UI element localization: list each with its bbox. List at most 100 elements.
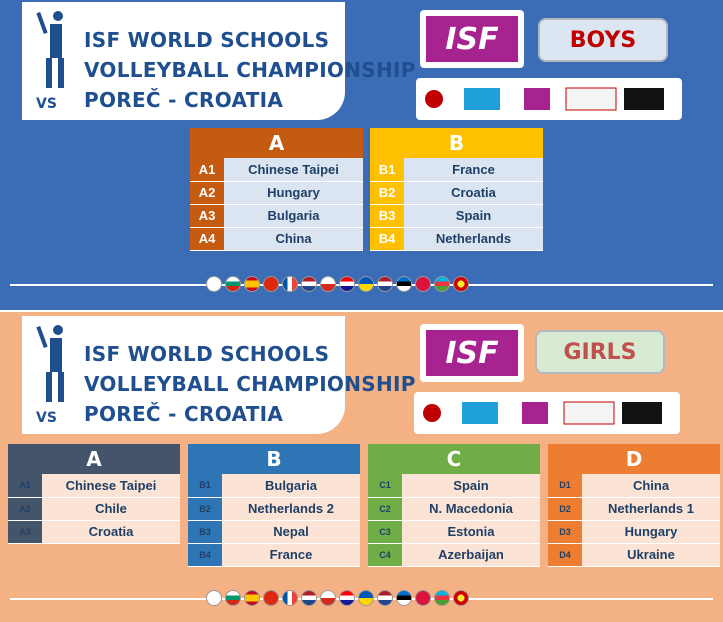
- svg-text:VS: VS: [36, 410, 57, 426]
- table-row: B3 Nepal: [188, 520, 360, 544]
- sponsor-logos-strip: [416, 78, 682, 120]
- group-header: A: [190, 128, 363, 158]
- table-row: D1 China: [548, 474, 720, 498]
- table-row: B1 Bulgaria: [188, 474, 360, 498]
- team-name: Nepal: [222, 520, 360, 544]
- table-row: A1 Chinese Taipei: [190, 158, 363, 182]
- nepal-flag-icon: [415, 590, 431, 606]
- team-name: Croatia: [404, 181, 543, 205]
- team-name: Bulgaria: [224, 204, 363, 228]
- team-code: A1: [190, 158, 224, 182]
- china-flag-icon: [263, 276, 279, 292]
- team-code: B1: [188, 474, 222, 498]
- north-macedonia-flag-icon: [453, 276, 469, 292]
- championship-title-card: VS ISF WORLD SCHOOLS VOLLEYBALL CHAMPION…: [22, 2, 415, 120]
- boys-panel: VS ISF WORLD SCHOOLS VOLLEYBALL CHAMPION…: [0, 0, 723, 310]
- netherlands-flag-icon: [377, 276, 393, 292]
- netherlands-flag-icon: [301, 276, 317, 292]
- nepal-flag-icon: [415, 276, 431, 292]
- girls-group-c-table: C C1 Spain C2 N. Macedonia C3 Estonia C4 Aze…: [368, 444, 540, 567]
- netherlands-flag-icon: [301, 590, 317, 606]
- team-name: Chinese Taipei: [224, 158, 363, 182]
- team-code: A2: [190, 181, 224, 205]
- table-row: A2 Hungary: [190, 181, 363, 205]
- estonia-flag-icon: [396, 276, 412, 292]
- title-line-3: POREČ - CROATIA: [84, 402, 284, 426]
- isf-logo: ISF: [420, 324, 524, 382]
- team-code: B4: [188, 543, 222, 567]
- spain-flag-icon: [244, 276, 260, 292]
- table-row: A4 China: [190, 227, 363, 251]
- isf-logo-text: ISF: [426, 16, 518, 62]
- team-name: Azerbaijan: [402, 543, 540, 567]
- team-code: C4: [368, 543, 402, 567]
- boys-label: BOYS: [538, 18, 668, 62]
- team-code: D4: [548, 543, 582, 567]
- team-code: B2: [188, 497, 222, 521]
- ukraine-flag-icon: [358, 590, 374, 606]
- team-name: Spain: [402, 474, 540, 498]
- championship-title-card: VS ISF WORLD SCHOOLS VOLLEYBALL CHAMPION…: [22, 316, 415, 434]
- table-row: D3 Hungary: [548, 520, 720, 544]
- bulgaria-flag-icon: [225, 276, 241, 292]
- title-line-2: VOLLEYBALL CHAMPIONSHIP: [84, 58, 416, 82]
- participant-flags: [206, 590, 469, 606]
- table-row: A3 Croatia: [8, 520, 180, 544]
- girls-group-b-table: B B1 Bulgaria B2 Netherlands 2 B3 Nepal B4 F…: [188, 444, 360, 567]
- table-row: B2 Croatia: [370, 181, 543, 205]
- group-header: B: [370, 128, 543, 158]
- team-code: B1: [370, 158, 404, 182]
- title-line-2: VOLLEYBALL CHAMPIONSHIP: [84, 372, 416, 396]
- china-flag-icon: [263, 590, 279, 606]
- team-name: Bulgaria: [222, 474, 360, 498]
- france-flag-icon: [282, 590, 298, 606]
- team-code: A2: [8, 497, 42, 521]
- team-name: Netherlands 1: [582, 497, 720, 521]
- girls-group-d-table: D D1 China D2 Netherlands 1 D3 Hungary D4 Uk…: [548, 444, 720, 567]
- team-name: China: [224, 227, 363, 251]
- boys-group-a-table: A A1 Chinese Taipei A2 Hungary A3 Bulgaria …: [190, 128, 363, 251]
- table-row: D2 Netherlands 1: [548, 497, 720, 521]
- chinese-taipei-flag-icon: [206, 276, 222, 292]
- team-code: A3: [8, 520, 42, 544]
- table-row: C4 Azerbaijan: [368, 543, 540, 567]
- team-name: France: [222, 543, 360, 567]
- group-header: A: [8, 444, 180, 474]
- team-name: Croatia: [42, 520, 180, 544]
- team-name: Chile: [42, 497, 180, 521]
- france-flag-icon: [282, 276, 298, 292]
- team-name: N. Macedonia: [402, 497, 540, 521]
- team-code: C2: [368, 497, 402, 521]
- team-code: D2: [548, 497, 582, 521]
- spain-flag-icon: [244, 590, 260, 606]
- team-code: B3: [370, 204, 404, 228]
- chile-flag-icon: [320, 276, 336, 292]
- volleyball-player-icon: VS: [36, 11, 64, 112]
- table-row: B3 Spain: [370, 204, 543, 228]
- table-row: B1 France: [370, 158, 543, 182]
- azerbaijan-flag-icon: [434, 276, 450, 292]
- volleyball-player-icon: VS: [36, 325, 64, 426]
- chinese-taipei-flag-icon: [206, 590, 222, 606]
- ukraine-flag-icon: [358, 276, 374, 292]
- team-name: Netherlands: [404, 227, 543, 251]
- isf-logo: ISF: [420, 10, 524, 68]
- team-code: B2: [370, 181, 404, 205]
- azerbaijan-flag-icon: [434, 590, 450, 606]
- team-name: Chinese Taipei: [42, 474, 180, 498]
- team-code: D3: [548, 520, 582, 544]
- title-line-3: POREČ - CROATIA: [84, 88, 284, 112]
- girls-group-a-table: A A1 Chinese Taipei A2 Chile A3 Croatia: [8, 444, 180, 544]
- table-row: A3 Bulgaria: [190, 204, 363, 228]
- team-code: B4: [370, 227, 404, 251]
- table-row: A1 Chinese Taipei: [8, 474, 180, 498]
- table-row: C1 Spain: [368, 474, 540, 498]
- team-code: A4: [190, 227, 224, 251]
- table-row: C2 N. Macedonia: [368, 497, 540, 521]
- team-code: C1: [368, 474, 402, 498]
- team-name: Hungary: [582, 520, 720, 544]
- team-code: D1: [548, 474, 582, 498]
- sponsor-logos-strip: [414, 392, 680, 434]
- table-row: B4 Netherlands: [370, 227, 543, 251]
- team-code: A1: [8, 474, 42, 498]
